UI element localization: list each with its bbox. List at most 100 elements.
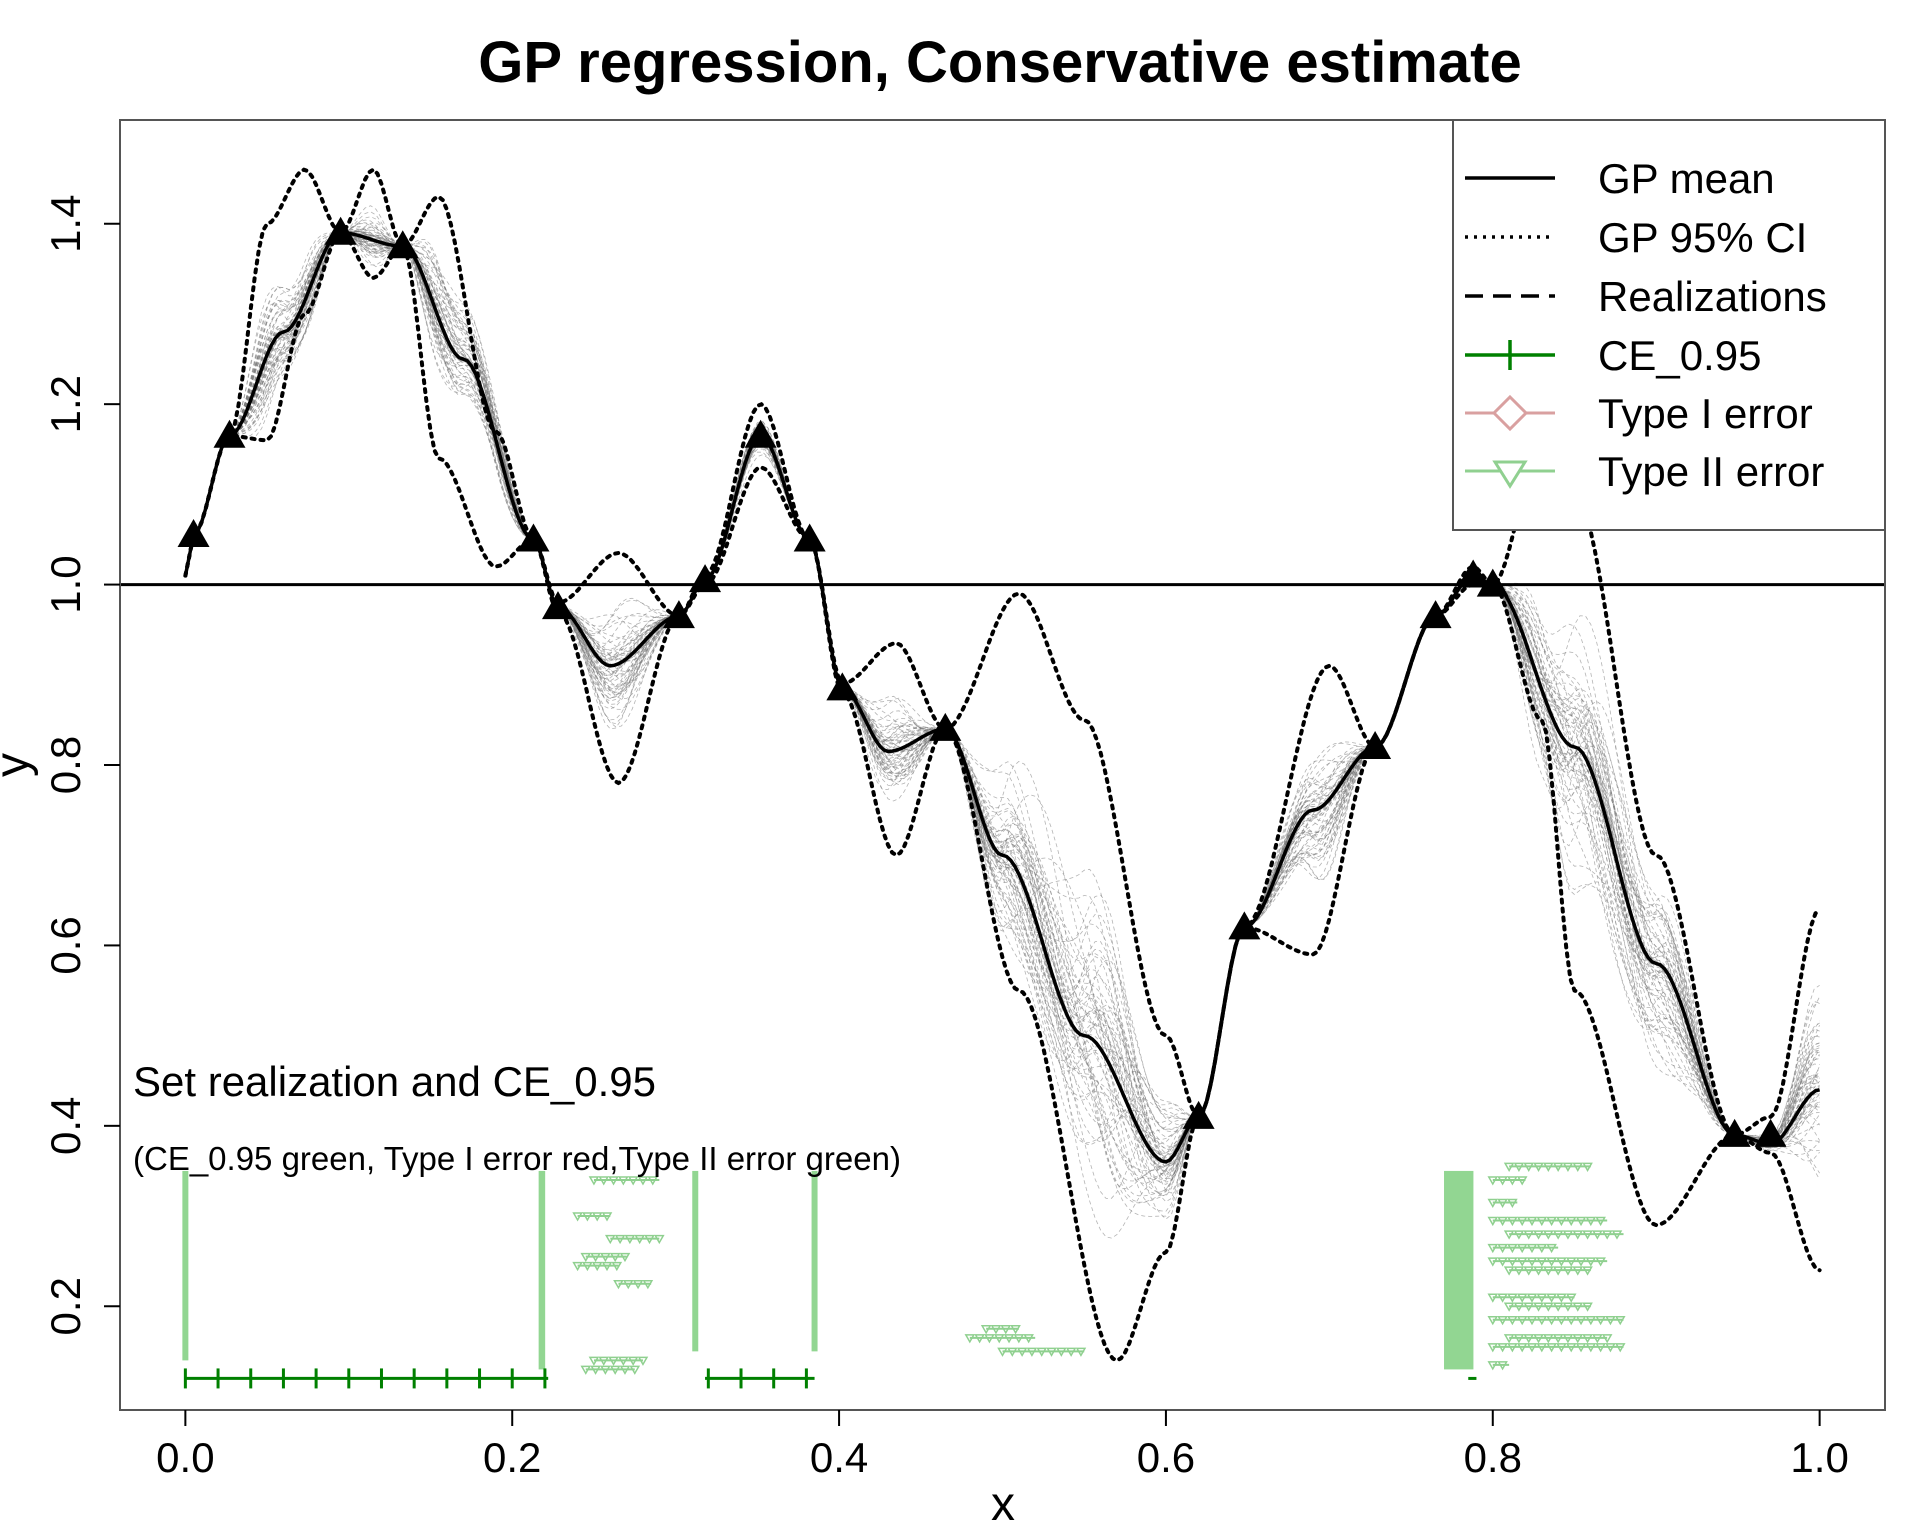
- type2-error-marker: [624, 1234, 636, 1245]
- type2-error-marker: [1562, 1162, 1574, 1172]
- x-axis-label: x: [991, 1478, 1015, 1531]
- type2-error-marker: [1513, 1266, 1525, 1276]
- type2-error-marker: [1013, 1334, 1025, 1344]
- legend-triangle-down-icon: [1492, 460, 1528, 489]
- type2-error-marker: [1552, 1334, 1564, 1344]
- type2-error-marker: [618, 1176, 629, 1186]
- type2-error-marker: [1582, 1302, 1593, 1312]
- type2-error-marker: [1507, 1243, 1518, 1254]
- realization-curve: [185, 232, 1820, 1172]
- type2-error-marker: [1546, 1257, 1557, 1267]
- type2-error-marker: [1516, 1316, 1528, 1326]
- type2-error-marker: [1546, 1216, 1557, 1227]
- type2-error-marker: [1575, 1316, 1587, 1326]
- type2-error-marker: [1543, 1302, 1554, 1312]
- legend-label-gp-ci: GP 95% CI: [1598, 214, 1807, 261]
- type2-error-marker: [1516, 1293, 1528, 1303]
- type2-error-marker: [1507, 1198, 1518, 1209]
- type2-error-marker: [1556, 1216, 1567, 1227]
- type2-error-marker: [600, 1365, 611, 1375]
- type2-error-marker: [1565, 1316, 1577, 1326]
- observation-point: [541, 591, 574, 620]
- realization-curve: [185, 232, 1820, 1146]
- type2-error-marker: [622, 1279, 634, 1290]
- type2-error-marker: [1562, 1334, 1574, 1344]
- realization-curve: [185, 232, 1820, 1142]
- type2-error-marker: [1552, 1302, 1564, 1312]
- realization-curve: [185, 232, 1820, 1139]
- type2-error-marker: [990, 1325, 1002, 1335]
- type2-error-marker: [601, 1212, 613, 1222]
- observation-point: [1476, 568, 1509, 597]
- set-realization-band: [692, 1170, 699, 1352]
- observation-point: [689, 564, 722, 593]
- x-axis-ticks: 0.0 0.2 0.4 0.6 0.8 1.0: [156, 1410, 1849, 1481]
- type2-error-marker: [1536, 1216, 1548, 1227]
- type2-error-marker: [588, 1356, 600, 1366]
- observation-point: [929, 712, 962, 741]
- type2-error-marker: [1556, 1343, 1567, 1353]
- type2-error-marker: [1572, 1302, 1584, 1312]
- type2-error-marker: [1595, 1316, 1606, 1326]
- type2-error-marker: [1543, 1266, 1554, 1276]
- realization-curve: [185, 211, 1820, 1165]
- x-tick-label: 0.2: [483, 1434, 541, 1481]
- observation-point: [1419, 600, 1452, 629]
- type2-error-marker: [1546, 1316, 1557, 1326]
- type2-error-marker: [1507, 1257, 1518, 1267]
- type2-error-marker: [1546, 1343, 1557, 1353]
- type2-error-marker: [1497, 1361, 1508, 1371]
- type2-error-marker: [1497, 1257, 1508, 1267]
- type2-error-marker: [627, 1176, 639, 1186]
- realization-curve: [185, 226, 1820, 1150]
- type2-error-marker: [1605, 1343, 1616, 1353]
- observation-point: [662, 600, 695, 629]
- observation-point: [1457, 559, 1490, 588]
- realization-curve: [185, 232, 1820, 1148]
- type2-error-marker: [1533, 1230, 1544, 1240]
- gp-mean-line: [183, 231, 1821, 1164]
- type2-error-marker: [654, 1234, 665, 1245]
- set-realization-band: [182, 1170, 189, 1361]
- type2-error-marker: [1585, 1216, 1597, 1227]
- type2-error-marker: [1565, 1293, 1577, 1303]
- type2-error-marker: [1507, 1343, 1518, 1353]
- type2-error-marker: [613, 1279, 624, 1290]
- y-tick-label: 1.2: [42, 375, 89, 433]
- legend-label-type2: Type II error: [1598, 448, 1824, 495]
- realization-curve: [185, 232, 1820, 1195]
- type2-error-marker: [1007, 1347, 1018, 1357]
- type2-error-marker: [609, 1365, 621, 1375]
- realization-curve: [185, 232, 1820, 1199]
- type2-error-marker: [1526, 1257, 1538, 1267]
- type2-error-marker: [608, 1176, 619, 1186]
- type2-error-marker: [611, 1261, 623, 1272]
- type2-error-marker: [1556, 1293, 1567, 1303]
- realization-curve: [185, 232, 1820, 1176]
- realization-curve: [185, 232, 1820, 1180]
- type2-error-marker: [1536, 1243, 1548, 1254]
- type2-error-marker: [1516, 1176, 1528, 1186]
- observation-point: [177, 518, 210, 547]
- observation-point: [793, 523, 826, 552]
- type2-error-marker: [580, 1252, 592, 1263]
- type2-error-marker: [1611, 1230, 1623, 1240]
- ci-group: [183, 167, 1822, 1363]
- observation-point: [386, 230, 419, 259]
- observation-point: [826, 672, 859, 701]
- type2-error-marker: [1487, 1198, 1499, 1209]
- y-axis-ticks: 0.2 0.4 0.6 0.8 1.0 1.2 1.4: [42, 195, 120, 1335]
- type2-error-marker: [614, 1234, 626, 1245]
- type2-error-marker: [600, 1252, 611, 1263]
- annotation-subtitle: (CE_0.95 green, Type I error red,Type II…: [133, 1140, 901, 1177]
- legend-diamond-icon: [1491, 394, 1529, 432]
- observation-point: [1182, 1100, 1215, 1129]
- legend-label-realizations: Realizations: [1598, 273, 1827, 320]
- type2-error-marker: [1010, 1325, 1021, 1335]
- type2-error-marker: [1507, 1216, 1518, 1227]
- y-tick-label: 0.2: [42, 1277, 89, 1335]
- type2-error-marker: [1503, 1302, 1515, 1312]
- type2-error-marker: [598, 1356, 610, 1366]
- chart-title: GP regression, Conservative estimate: [478, 30, 1521, 95]
- realization-curve: [185, 227, 1820, 1212]
